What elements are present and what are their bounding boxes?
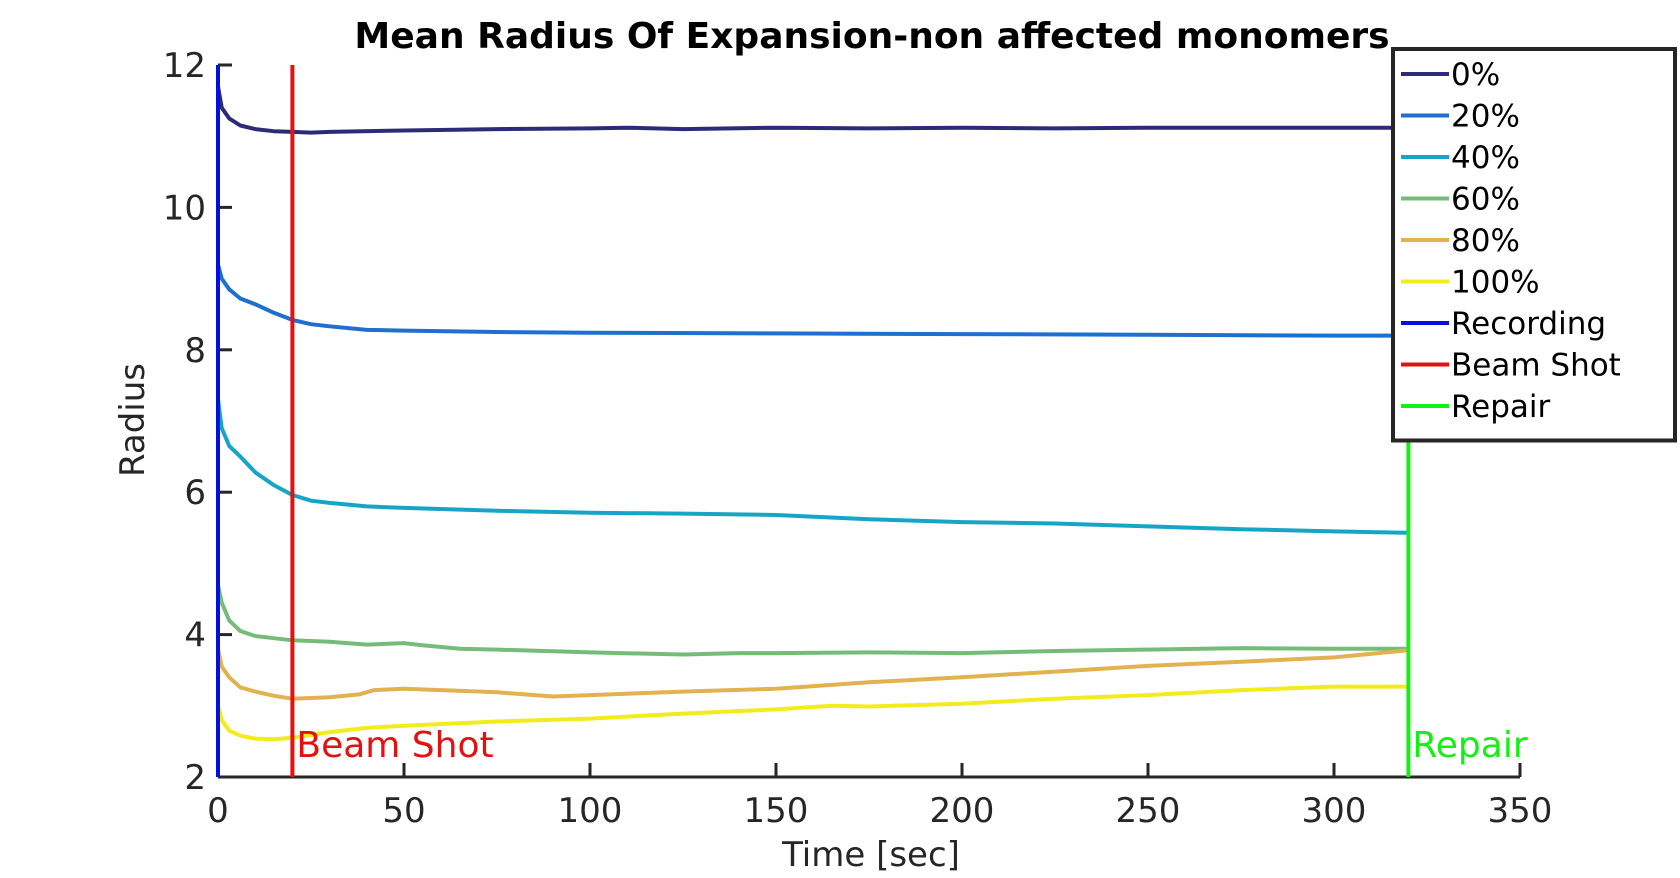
plot-area — [216, 86, 1409, 742]
legend-label: Beam Shot — [1451, 348, 1621, 384]
x-tick-label: 250 — [1116, 791, 1181, 831]
series-line-3 — [216, 584, 1409, 657]
y-tick-label: 6 — [184, 473, 206, 513]
series-line-2 — [216, 399, 1409, 535]
x-axis-label: Time [sec] — [781, 835, 960, 875]
x-tick-label: 350 — [1488, 791, 1553, 831]
legend-label: 20% — [1451, 99, 1520, 135]
series-line-5 — [216, 684, 1409, 742]
legend-label: 100% — [1451, 265, 1540, 301]
series-line-4 — [216, 648, 1409, 701]
legend-label: 40% — [1451, 140, 1520, 176]
y-tick-label: 10 — [163, 188, 206, 228]
chart-title: Mean Radius Of Expansion-non affected mo… — [354, 16, 1389, 57]
y-tick-label: 12 — [163, 46, 206, 86]
y-tick-label: 4 — [184, 616, 206, 656]
axes: 0 50 100 150 200 250 300 350 2 4 6 8 10 12 — [163, 46, 1553, 831]
x-tick-label: 300 — [1302, 791, 1367, 831]
marker-label-repair: Repair — [1412, 725, 1527, 766]
series-line-0 — [216, 86, 1409, 135]
y-axis-label: Radius — [113, 363, 153, 477]
legend-label: Recording — [1451, 306, 1606, 342]
y-tick-label: 8 — [184, 331, 206, 371]
x-tick-label: 150 — [744, 791, 809, 831]
x-tick-label: 200 — [930, 791, 995, 831]
y-tick-label: 2 — [184, 758, 206, 798]
legend-label: Repair — [1451, 389, 1551, 425]
legend-label: 0% — [1451, 57, 1500, 93]
series-line-1 — [216, 263, 1409, 338]
x-tick-label: 100 — [558, 791, 623, 831]
legend-label: 60% — [1451, 182, 1520, 218]
legend-label: 80% — [1451, 223, 1520, 259]
x-tick-label: 50 — [382, 791, 425, 831]
marker-label-beam-shot: Beam Shot — [296, 725, 493, 766]
x-tick-label: 0 — [207, 791, 229, 831]
event-markers: Beam Shot Repair — [216, 65, 1528, 777]
legend: 0% 20% 40% 60% 80% 100% Recording Beam Shot Repa… — [1391, 47, 1677, 443]
